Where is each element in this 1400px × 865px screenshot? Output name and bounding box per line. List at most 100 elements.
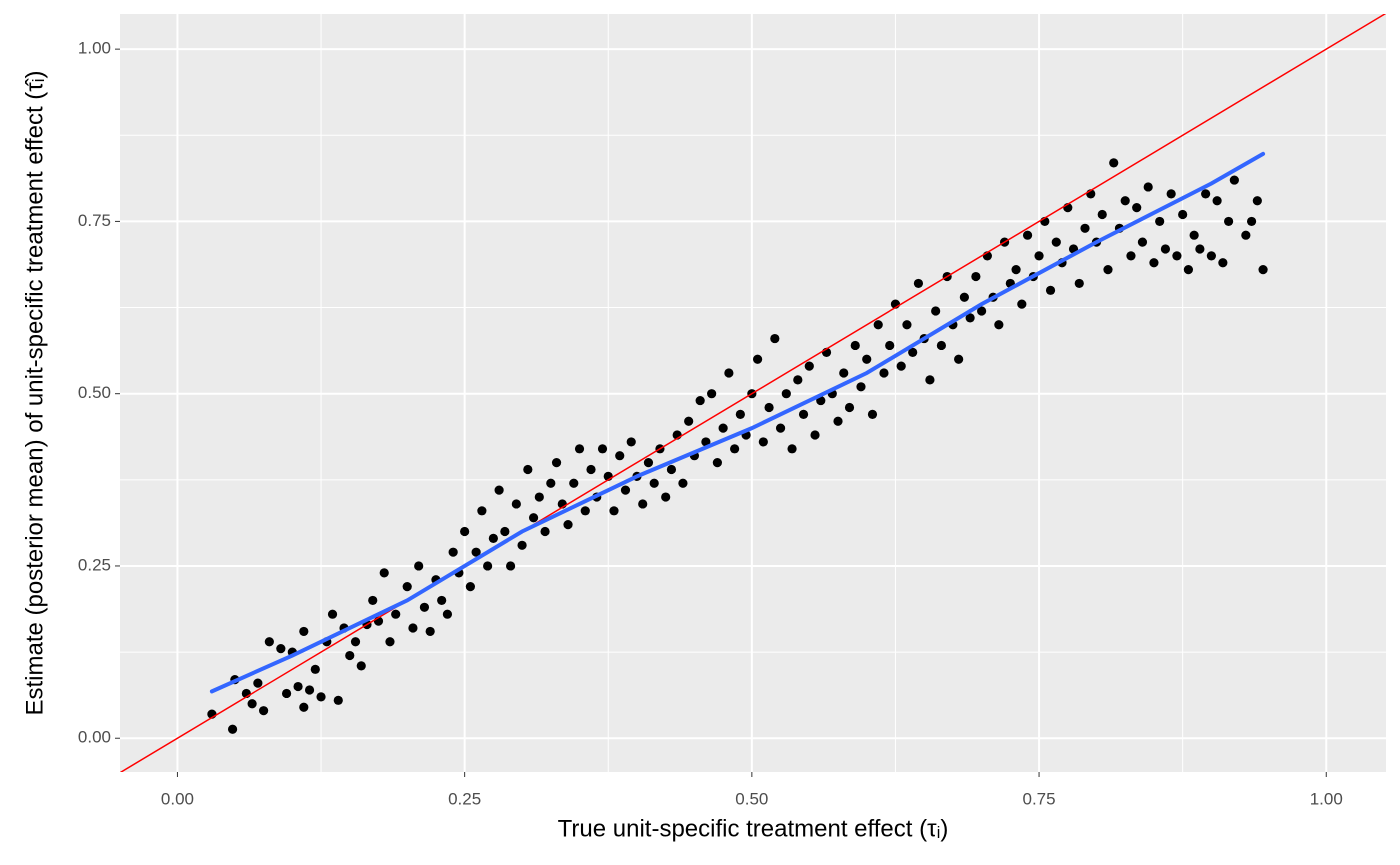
x-tick-label: 1.00 [1310,789,1343,808]
point [1103,265,1113,275]
point [1022,230,1033,240]
point [735,409,745,419]
x-tick-label: 0.00 [161,789,194,808]
point [1206,251,1216,261]
point [1178,209,1188,220]
point [379,568,389,578]
labels: 0.00 0.25 0.50 0.75 1.00 0.00 0.25 0.50 0.75 1.00 [78,39,1343,809]
point [500,526,510,537]
point [1224,216,1234,227]
point [712,457,722,468]
x-axis-title: True unit-specific treatment effect (τᵢ) [558,815,949,842]
point [1212,196,1222,206]
point [391,609,401,619]
point [264,637,274,647]
point [483,561,493,571]
point [936,340,947,351]
point [304,685,315,695]
point [299,702,309,712]
point [925,375,935,385]
point [505,561,516,571]
point [534,492,544,502]
point [551,457,562,468]
point [781,389,791,399]
point [471,547,481,557]
point [333,695,343,705]
point [839,368,849,378]
point [1051,237,1061,247]
point [954,354,964,364]
marks [120,14,1386,772]
point [408,623,418,633]
point [798,409,809,419]
point [563,520,573,530]
point [1074,278,1084,289]
point [1120,196,1130,206]
point [638,499,648,509]
point [494,485,504,495]
point [1252,196,1262,206]
point [517,540,527,550]
point [1241,230,1251,240]
point [730,444,740,454]
point [281,688,292,699]
point [350,637,361,647]
x-tick-label: 0.50 [735,789,768,808]
point [666,464,677,475]
point [850,340,860,351]
point [810,430,820,440]
point [460,526,470,537]
point [775,423,786,433]
point [620,485,631,495]
y-axis-title: Estimate (posterior mean) of unit-specif… [21,70,48,715]
point [1132,203,1142,213]
point [695,395,705,406]
y-tick-label: 0.00 [78,728,111,747]
point [586,464,596,475]
point [437,595,447,606]
point [1189,230,1199,240]
point [965,313,975,323]
point [523,464,533,475]
point [804,361,814,371]
point [626,437,636,447]
point [1166,189,1176,199]
point [609,506,619,516]
point [442,609,453,619]
point [879,368,889,378]
point [345,650,355,661]
x-tick-label: 0.25 [448,789,481,808]
point [862,354,872,364]
point [1149,258,1159,268]
point [425,626,435,637]
point [787,444,797,454]
point [253,678,263,688]
line [209,151,1266,694]
point [896,361,906,371]
point [684,416,694,426]
point [959,292,969,302]
point [465,582,475,592]
point [569,478,579,488]
point [770,333,780,344]
point [793,375,803,385]
point [902,320,912,330]
point [419,602,430,612]
point [885,340,895,351]
point [1246,216,1257,227]
point [574,444,585,454]
point [1034,251,1044,261]
y-tick-label: 1.00 [78,39,111,58]
point [873,320,883,330]
line [120,14,1386,772]
point [276,644,286,654]
y-tick-label: 0.75 [78,211,111,230]
point [1155,216,1165,227]
point [528,513,539,523]
point [1017,299,1027,309]
point [833,416,843,426]
point [1258,265,1268,275]
point [661,492,671,502]
point [293,681,303,692]
